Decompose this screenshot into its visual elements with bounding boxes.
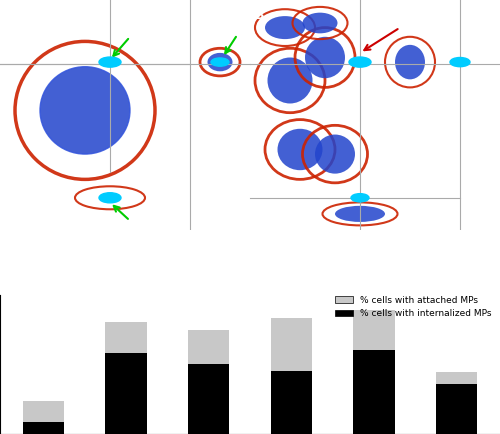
Circle shape xyxy=(99,57,121,67)
Bar xyxy=(436,372,478,385)
Circle shape xyxy=(351,194,369,202)
Ellipse shape xyxy=(208,53,233,71)
Ellipse shape xyxy=(278,129,322,170)
Bar xyxy=(270,318,312,371)
Ellipse shape xyxy=(40,67,130,154)
Ellipse shape xyxy=(305,37,345,78)
Bar xyxy=(270,371,312,434)
Bar xyxy=(354,350,395,434)
Circle shape xyxy=(349,57,371,67)
Ellipse shape xyxy=(315,135,355,174)
Bar xyxy=(354,310,395,350)
Bar xyxy=(106,322,146,353)
Legend: % cells with attached MPs, % cells with internalized MPs: % cells with attached MPs, % cells with … xyxy=(332,292,496,322)
Text: B: B xyxy=(255,9,264,22)
Bar xyxy=(22,401,64,421)
Text: A: A xyxy=(5,9,15,22)
Circle shape xyxy=(211,58,229,66)
Ellipse shape xyxy=(268,57,312,103)
Circle shape xyxy=(99,193,121,203)
Bar xyxy=(106,353,146,434)
Ellipse shape xyxy=(335,206,385,222)
Ellipse shape xyxy=(265,16,305,39)
Bar xyxy=(22,421,64,434)
Bar xyxy=(188,364,230,434)
Ellipse shape xyxy=(395,45,425,79)
Circle shape xyxy=(450,57,470,67)
Bar xyxy=(188,330,230,364)
Bar xyxy=(436,385,478,434)
Ellipse shape xyxy=(302,13,338,33)
